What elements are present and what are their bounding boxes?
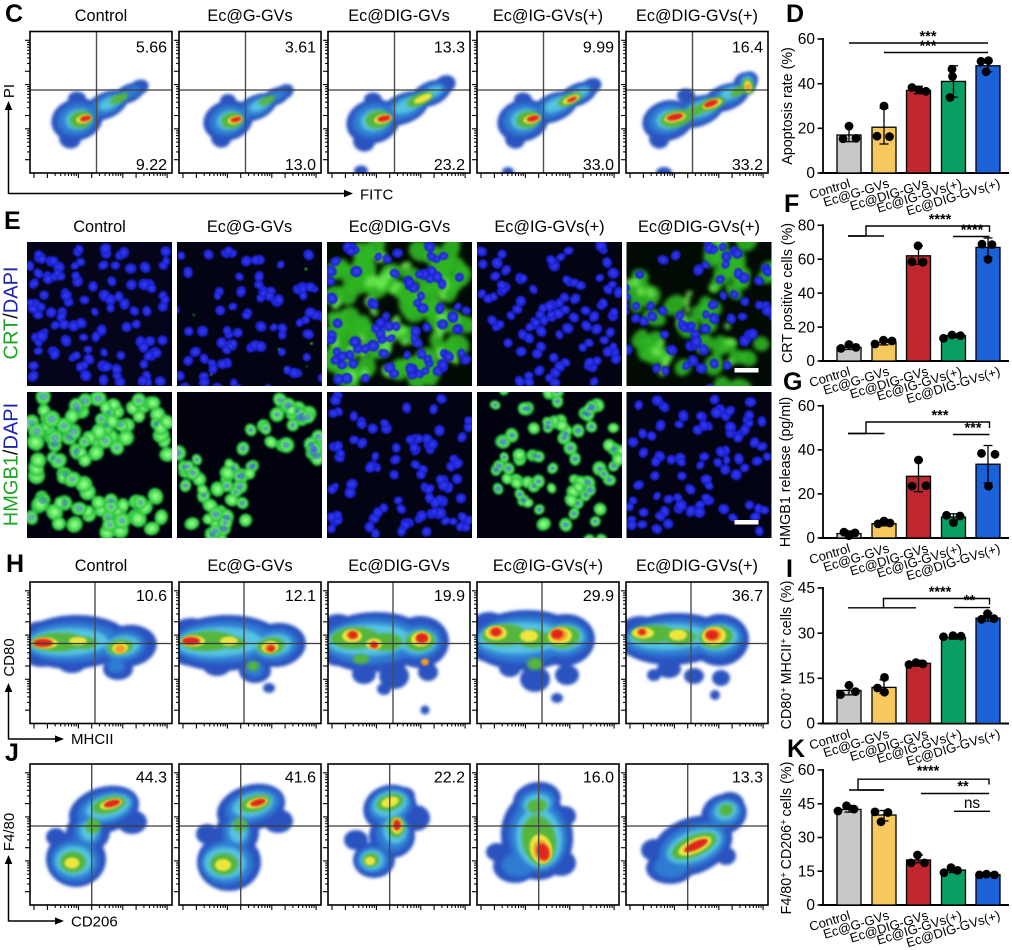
svg-text:H: H bbox=[6, 550, 24, 578]
svg-text:****: **** bbox=[961, 223, 984, 239]
svg-text:22.2: 22.2 bbox=[434, 770, 465, 787]
svg-text:Ec@IG-GVs(+): Ec@IG-GVs(+) bbox=[493, 7, 603, 25]
svg-text:0: 0 bbox=[806, 716, 815, 733]
svg-text:***: *** bbox=[965, 421, 982, 437]
svg-text:29.9: 29.9 bbox=[583, 588, 614, 605]
svg-text:41.6: 41.6 bbox=[285, 770, 316, 787]
svg-text:HMGB1/DAPI: HMGB1/DAPI bbox=[1, 403, 23, 526]
svg-text:Ec@IG-GVs(+): Ec@IG-GVs(+) bbox=[494, 218, 604, 236]
svg-text:***: *** bbox=[932, 408, 949, 424]
svg-text:20: 20 bbox=[798, 486, 816, 503]
svg-text:Ec@G-GVs: Ec@G-GVs bbox=[207, 557, 292, 575]
svg-text:3.61: 3.61 bbox=[285, 40, 316, 57]
svg-text:23.2: 23.2 bbox=[434, 157, 465, 174]
svg-text:***: *** bbox=[920, 29, 937, 45]
svg-text:CD80+ MHCII+ cells (%): CD80+ MHCII+ cells (%) bbox=[779, 581, 796, 730]
svg-text:Ec@DIG-GVs(+): Ec@DIG-GVs(+) bbox=[636, 557, 758, 575]
svg-text:40: 40 bbox=[798, 76, 816, 93]
svg-text:13.3: 13.3 bbox=[434, 40, 465, 57]
svg-text:12.1: 12.1 bbox=[285, 588, 316, 605]
svg-text:C: C bbox=[5, 0, 23, 28]
svg-text:Control: Control bbox=[75, 557, 128, 575]
svg-text:Ec@G-GVs: Ec@G-GVs bbox=[207, 218, 292, 236]
svg-text:MHCII: MHCII bbox=[71, 731, 114, 748]
svg-text:40: 40 bbox=[798, 442, 816, 459]
svg-text:***: *** bbox=[920, 39, 937, 55]
svg-text:60: 60 bbox=[798, 31, 816, 48]
svg-text:****: **** bbox=[917, 764, 940, 780]
svg-text:13.3: 13.3 bbox=[732, 770, 763, 787]
svg-text:60: 60 bbox=[798, 762, 816, 779]
svg-text:G: G bbox=[783, 368, 802, 396]
svg-text:30: 30 bbox=[798, 830, 816, 847]
svg-text:**: ** bbox=[957, 779, 969, 795]
svg-text:33.0: 33.0 bbox=[583, 157, 614, 174]
svg-text:K: K bbox=[787, 735, 805, 763]
svg-text:PI: PI bbox=[1, 84, 18, 98]
svg-text:HMGB1 release (pg/ml): HMGB1 release (pg/ml) bbox=[778, 397, 794, 547]
svg-text:F: F bbox=[784, 190, 799, 218]
svg-text:Control: Control bbox=[75, 7, 128, 25]
svg-text:CRT/DAPI: CRT/DAPI bbox=[1, 267, 23, 360]
svg-text:Apoptosis rate (%): Apoptosis rate (%) bbox=[780, 47, 796, 165]
svg-text:16.4: 16.4 bbox=[732, 40, 763, 57]
svg-text:Control: Control bbox=[73, 218, 126, 236]
svg-text:FITC: FITC bbox=[360, 187, 393, 204]
svg-text:15: 15 bbox=[798, 671, 815, 688]
svg-text:5.66: 5.66 bbox=[136, 40, 167, 57]
svg-text:****: **** bbox=[929, 585, 952, 601]
svg-text:F4/80+ CD206+ cells (%): F4/80+ CD206+ cells (%) bbox=[779, 762, 796, 915]
svg-text:E: E bbox=[4, 207, 21, 235]
svg-text:36.7: 36.7 bbox=[732, 588, 763, 605]
svg-text:0: 0 bbox=[806, 165, 815, 182]
svg-text:80: 80 bbox=[798, 218, 816, 235]
svg-text:Ec@IG-GVs(+): Ec@IG-GVs(+) bbox=[493, 557, 603, 575]
svg-text:Ec@DIG-GVs: Ec@DIG-GVs bbox=[349, 218, 451, 236]
svg-text:44.3: 44.3 bbox=[136, 770, 167, 787]
svg-text:9.99: 9.99 bbox=[583, 40, 614, 57]
svg-text:Ec@DIG-GVs(+): Ec@DIG-GVs(+) bbox=[636, 7, 758, 25]
svg-text:10.6: 10.6 bbox=[136, 588, 167, 605]
svg-text:19.9: 19.9 bbox=[434, 588, 465, 605]
svg-text:33.2: 33.2 bbox=[732, 157, 763, 174]
svg-text:ns: ns bbox=[964, 795, 981, 812]
svg-text:16.0: 16.0 bbox=[583, 770, 614, 787]
svg-text:20: 20 bbox=[798, 121, 816, 138]
svg-text:Ec@DIG-GVs: Ec@DIG-GVs bbox=[348, 7, 450, 25]
svg-text:Ec@DIG-GVs: Ec@DIG-GVs bbox=[348, 557, 450, 575]
svg-text:0: 0 bbox=[806, 353, 815, 370]
svg-text:CD80: CD80 bbox=[1, 638, 18, 676]
svg-text:J: J bbox=[5, 739, 19, 767]
svg-text:45: 45 bbox=[798, 796, 815, 813]
svg-text:Ec@DIG-GVs(+): Ec@DIG-GVs(+) bbox=[638, 218, 760, 236]
svg-text:45: 45 bbox=[798, 580, 815, 597]
svg-text:13.0: 13.0 bbox=[285, 157, 316, 174]
svg-text:0: 0 bbox=[806, 897, 815, 914]
svg-text:F4/80: F4/80 bbox=[1, 813, 18, 851]
svg-text:D: D bbox=[786, 0, 804, 28]
svg-text:****: **** bbox=[929, 212, 952, 228]
svg-text:20: 20 bbox=[798, 319, 816, 336]
svg-text:60: 60 bbox=[798, 398, 816, 415]
svg-text:CRT positive cells (%): CRT positive cells (%) bbox=[780, 223, 796, 363]
svg-text:I: I bbox=[786, 555, 793, 583]
svg-text:0: 0 bbox=[806, 530, 815, 547]
svg-text:9.22: 9.22 bbox=[136, 157, 167, 174]
svg-text:60: 60 bbox=[798, 251, 816, 268]
svg-text:40: 40 bbox=[798, 285, 816, 302]
svg-text:Ec@G-GVs: Ec@G-GVs bbox=[207, 7, 292, 25]
svg-text:15: 15 bbox=[798, 864, 815, 881]
svg-text:CD206: CD206 bbox=[71, 914, 118, 931]
svg-text:30: 30 bbox=[798, 625, 816, 642]
svg-text:**: ** bbox=[964, 593, 976, 609]
